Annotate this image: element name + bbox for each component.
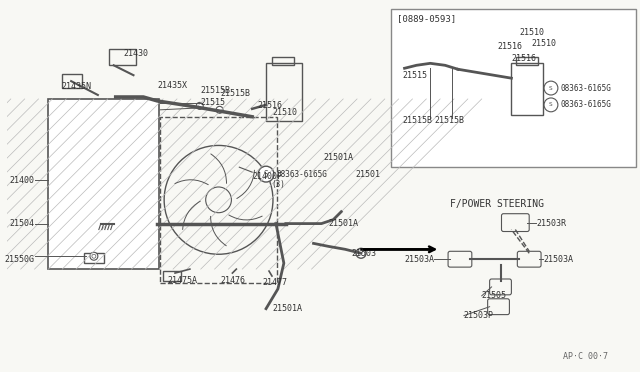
Text: 21400: 21400 — [10, 176, 35, 185]
Bar — [49, 99, 159, 269]
Text: 21515B: 21515B — [221, 89, 250, 97]
Circle shape — [258, 166, 274, 182]
Bar — [390, 9, 636, 167]
Text: 21501: 21501 — [355, 170, 380, 179]
Text: 21510: 21510 — [272, 108, 297, 117]
Text: [0889-0593]: [0889-0593] — [397, 14, 456, 23]
Text: 21515B: 21515B — [403, 116, 433, 125]
Text: S: S — [549, 86, 553, 90]
Text: 08363-6165G: 08363-6165G — [561, 100, 612, 109]
Text: 21475A: 21475A — [167, 276, 197, 285]
Text: 21503A: 21503A — [543, 255, 573, 264]
Text: 21503A: 21503A — [404, 255, 434, 264]
Bar — [511, 63, 543, 115]
Text: 21501A: 21501A — [328, 219, 358, 228]
Text: 21515: 21515 — [403, 71, 428, 80]
Text: 21550G: 21550G — [4, 255, 35, 264]
Circle shape — [216, 106, 223, 113]
Circle shape — [544, 98, 558, 112]
Text: 21501A: 21501A — [323, 153, 353, 162]
Text: 21477: 21477 — [262, 279, 287, 288]
Circle shape — [356, 248, 366, 258]
Bar — [84, 253, 104, 263]
Text: 21435X: 21435X — [157, 81, 188, 90]
Text: 21501A: 21501A — [272, 304, 302, 313]
Text: 21505: 21505 — [482, 291, 507, 300]
Text: 21515B: 21515B — [434, 116, 464, 125]
Bar — [266, 63, 301, 121]
Bar — [272, 57, 294, 65]
Text: 21516: 21516 — [511, 54, 536, 63]
Text: 21400F: 21400F — [252, 171, 282, 181]
Text: 21515: 21515 — [201, 99, 226, 108]
Text: 21510: 21510 — [531, 39, 556, 48]
Text: 21504: 21504 — [10, 219, 35, 228]
Text: (3): (3) — [271, 180, 285, 189]
Circle shape — [544, 81, 558, 95]
Text: 21516: 21516 — [497, 42, 522, 51]
Text: 21510: 21510 — [519, 28, 544, 37]
Circle shape — [90, 252, 98, 260]
Text: 21503P: 21503P — [464, 311, 494, 320]
Bar — [516, 57, 538, 65]
Bar — [109, 49, 136, 65]
Text: 21515B: 21515B — [201, 86, 231, 94]
Circle shape — [196, 102, 204, 109]
Text: 21503R: 21503R — [536, 219, 566, 228]
Text: 21435N: 21435N — [61, 81, 92, 90]
Text: 21516: 21516 — [257, 101, 282, 110]
Text: 08363-6165G: 08363-6165G — [561, 84, 612, 93]
Bar — [160, 117, 277, 283]
Text: 21476: 21476 — [221, 276, 246, 285]
Text: S: S — [264, 170, 268, 179]
Text: AP·C 00·7: AP·C 00·7 — [563, 352, 608, 361]
Text: 08363-6165G: 08363-6165G — [277, 170, 328, 179]
Text: 21503: 21503 — [351, 249, 376, 258]
Text: S: S — [549, 102, 553, 108]
Text: F/POWER STEERING: F/POWER STEERING — [450, 199, 544, 209]
Bar — [62, 74, 82, 88]
Bar — [163, 271, 181, 281]
Text: 21430: 21430 — [124, 49, 148, 58]
